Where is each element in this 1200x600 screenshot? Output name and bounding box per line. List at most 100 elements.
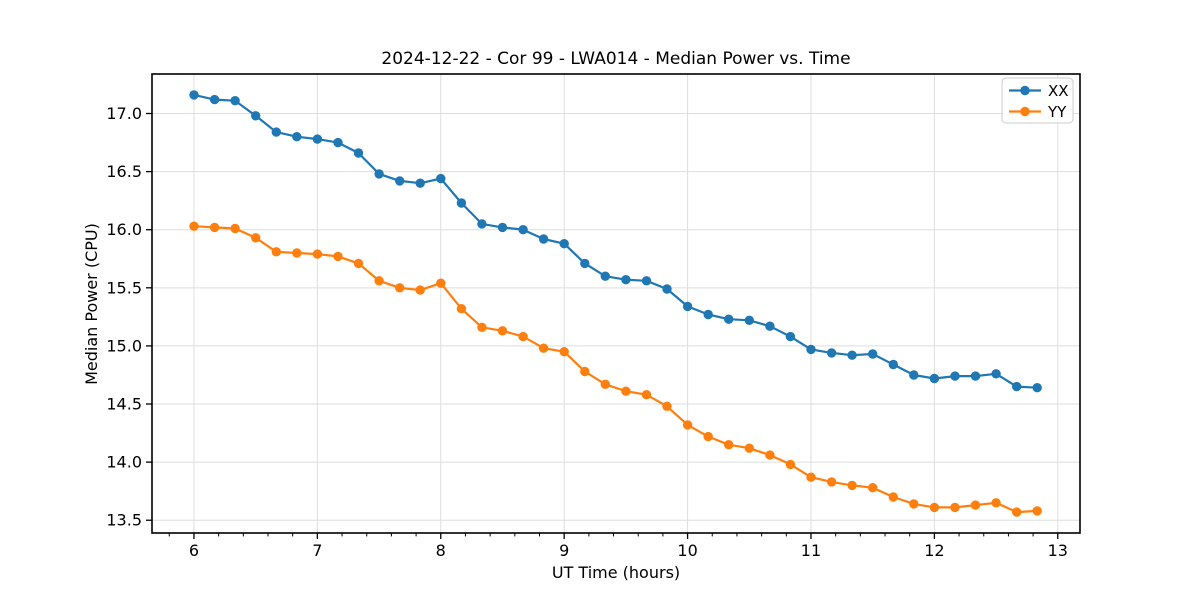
- data-point-yy: [312, 249, 323, 259]
- data-point-xx: [621, 275, 631, 285]
- data-point-xx: [950, 371, 960, 381]
- data-point-xx: [580, 258, 590, 269]
- y-tick-label: 13.5: [106, 511, 142, 530]
- data-point-yy: [621, 386, 631, 396]
- grid-layer: [152, 74, 1080, 533]
- data-point-xx: [559, 239, 569, 249]
- data-point-yy: [806, 472, 816, 482]
- data-point-xx: [929, 373, 940, 384]
- data-point-xx: [682, 301, 693, 312]
- data-point-yy: [1012, 507, 1022, 517]
- data-point-xx: [353, 148, 364, 158]
- data-point-xx: [374, 169, 384, 179]
- series-line-yy: [193, 225, 1038, 514]
- data-point-yy: [353, 258, 364, 269]
- data-point-xx: [518, 225, 528, 235]
- data-point-xx: [909, 370, 919, 380]
- data-point-xx: [538, 234, 549, 244]
- data-point-yy: [991, 498, 1001, 508]
- data-point-xx: [251, 111, 261, 121]
- data-point-yy: [209, 222, 220, 233]
- data-point-yy: [518, 331, 528, 342]
- data-point-yy: [497, 326, 508, 336]
- y-tick-label: 16.5: [106, 162, 142, 181]
- x-tick-label: 7: [312, 541, 322, 560]
- data-point-yy: [847, 480, 857, 491]
- legend: XX YY: [1001, 77, 1074, 124]
- data-point-xx: [395, 176, 405, 186]
- data-point-xx: [703, 309, 713, 320]
- data-point-yy: [559, 347, 569, 357]
- data-point-yy: [230, 223, 240, 234]
- data-point-xx: [1032, 383, 1042, 393]
- data-point-yy: [950, 502, 960, 513]
- data-point-yy: [271, 247, 281, 257]
- data-point-yy: [436, 278, 446, 288]
- data-point-xx: [724, 314, 734, 324]
- data-point-yy: [765, 450, 775, 460]
- y-tick-label: 15.5: [106, 278, 142, 297]
- data-point-xx: [189, 90, 199, 100]
- data-point-xx: [662, 284, 672, 294]
- data-point-xx: [970, 371, 981, 381]
- data-point-yy: [538, 343, 549, 353]
- data-point-xx: [991, 369, 1001, 379]
- data-point-xx: [230, 96, 240, 106]
- data-point-yy: [580, 366, 590, 377]
- data-point-yy: [662, 401, 672, 411]
- x-tick-label: 12: [924, 541, 944, 560]
- data-point-xx: [744, 315, 754, 325]
- data-point-xx: [477, 219, 487, 229]
- data-point-yy: [333, 251, 343, 262]
- data-point-xx: [436, 173, 446, 184]
- data-point-yy: [641, 390, 652, 400]
- data-point-xx: [333, 137, 343, 148]
- data-point-yy: [395, 283, 405, 293]
- data-point-xx: [826, 348, 837, 358]
- data-point-yy: [415, 285, 425, 295]
- x-tick-label: 8: [436, 541, 446, 560]
- data-point-yy: [744, 443, 754, 453]
- data-point-xx: [765, 321, 775, 331]
- data-layer: [189, 90, 1042, 517]
- data-point-yy: [374, 276, 384, 286]
- data-point-xx: [847, 350, 857, 360]
- data-point-yy: [826, 477, 837, 487]
- data-point-xx: [641, 276, 652, 286]
- y-tick-label: 17.0: [106, 104, 142, 123]
- data-point-xx: [600, 271, 610, 281]
- x-tick-label: 11: [801, 541, 821, 560]
- data-point-yy: [477, 322, 487, 332]
- legend-label-yy: YY: [1047, 103, 1067, 121]
- y-tick-label: 15.0: [106, 336, 142, 355]
- data-point-xx: [312, 134, 323, 144]
- x-tick-label: 6: [189, 541, 199, 560]
- data-point-xx: [271, 127, 281, 137]
- data-point-yy: [292, 248, 302, 258]
- y-tick-label: 14.5: [106, 395, 142, 414]
- data-point-yy: [456, 304, 467, 314]
- data-point-yy: [970, 500, 981, 510]
- legend-marker-xx: [1020, 85, 1030, 96]
- chart-title: 2024-12-22 - Cor 99 - LWA014 - Median Po…: [381, 49, 850, 69]
- data-point-yy: [1032, 506, 1042, 516]
- data-point-xx: [868, 349, 878, 359]
- data-point-yy: [785, 459, 796, 470]
- data-point-yy: [929, 502, 940, 513]
- data-point-xx: [497, 222, 508, 233]
- y-tick-label: 16.0: [106, 220, 142, 239]
- data-point-xx: [785, 331, 796, 342]
- data-point-xx: [292, 132, 302, 142]
- data-point-xx: [888, 359, 898, 370]
- axes-layer: 6 7 8 9 10 11 12 13 13.5 14.0 14.5 15.0 15.5 16.0 16.5…: [106, 73, 1081, 560]
- data-point-yy: [251, 233, 261, 243]
- plot-border: [151, 73, 1081, 534]
- data-point-yy: [724, 440, 734, 450]
- x-tick-label: 9: [559, 541, 569, 560]
- x-tick-label: 10: [677, 541, 697, 560]
- data-point-xx: [415, 178, 425, 188]
- data-point-xx: [209, 94, 220, 105]
- legend-label-xx: XX: [1048, 82, 1069, 100]
